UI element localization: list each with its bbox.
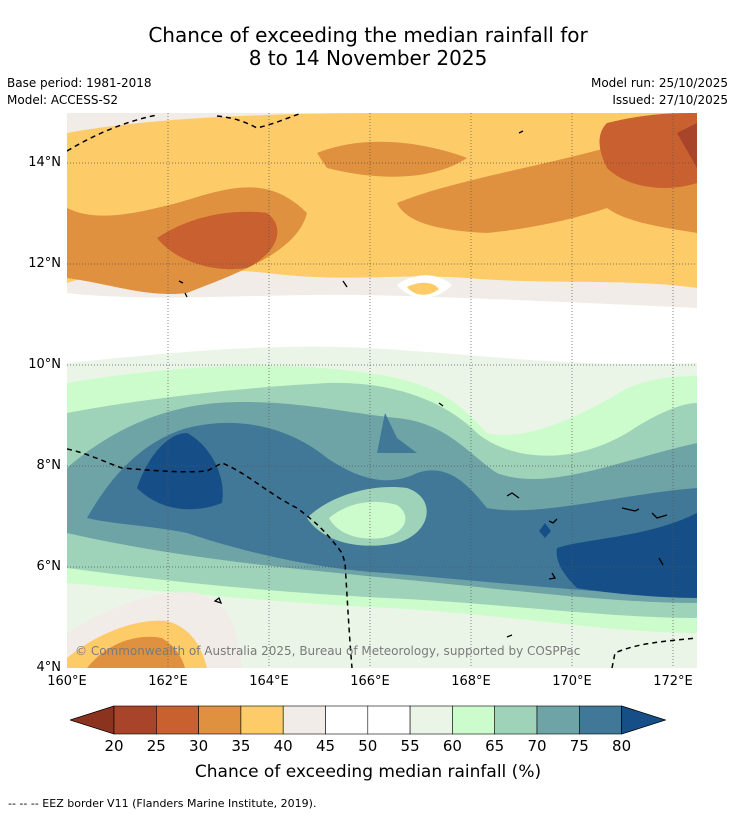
colorbar-tick-label: 30 xyxy=(189,737,209,755)
map-title-line2: 8 to 14 November 2025 xyxy=(248,46,488,70)
eez-footnote: -- -- -- EEZ border V11 (Flanders Marine… xyxy=(8,797,317,810)
band-80-east xyxy=(556,513,697,598)
colorbar-tick-label: 45 xyxy=(315,737,336,755)
colorbar-tick-label: 40 xyxy=(273,737,293,755)
hole-60 xyxy=(329,501,406,539)
colorbar-tick-label: 60 xyxy=(442,737,462,755)
colorbar-segment xyxy=(367,705,411,735)
band-30-mid xyxy=(317,141,467,177)
rainfall-map: © Commonwealth of Australia 2025, Bureau… xyxy=(67,113,697,668)
colorbar-segment xyxy=(325,705,369,735)
band-25-east xyxy=(599,113,697,188)
colorbar-segment xyxy=(198,705,242,735)
lat-label-14n: 14°N xyxy=(28,155,61,170)
colorbar xyxy=(70,705,666,735)
model-run: Model run: 25/10/2025 xyxy=(590,76,728,90)
colorbar-segments xyxy=(70,705,666,735)
colorbar-tick-label: 75 xyxy=(569,737,589,755)
colorbar-segment xyxy=(240,705,284,735)
lat-label-10n: 10°N xyxy=(28,357,61,372)
colorbar-low-extend xyxy=(70,705,115,735)
colorbar-tick-label: 35 xyxy=(231,737,251,755)
graticule xyxy=(67,113,697,668)
base-period: Base period: 1981-2018 xyxy=(7,76,152,90)
colorbar-segment xyxy=(409,705,453,735)
colorbar-tick-label: 25 xyxy=(146,737,166,755)
lat-label-4n: 4°N xyxy=(36,660,62,675)
colorbar-tick-label: 20 xyxy=(104,737,124,755)
lon-label-170e: 170°E xyxy=(552,674,592,689)
lon-label-168e: 168°E xyxy=(451,674,491,689)
meta-left: Base period: 1981-2018 Model: ACCESS-S2 xyxy=(7,75,152,109)
colorbar-segment xyxy=(156,705,199,735)
copyright-text: © Commonwealth of Australia 2025, Bureau… xyxy=(75,644,581,658)
colorbar-segment xyxy=(494,705,538,735)
sw-30 xyxy=(87,636,185,668)
colorbar-segment xyxy=(282,705,326,735)
band-20-east xyxy=(677,123,697,168)
colorbar-segment xyxy=(452,705,495,735)
band-80-dot xyxy=(539,523,551,538)
lat-label-8n: 8°N xyxy=(36,458,62,473)
islands xyxy=(178,130,668,638)
colorbar-segment xyxy=(113,705,157,735)
colorbar-segment xyxy=(536,705,580,735)
colorbar-segment xyxy=(578,705,622,735)
lat-label-12n: 12°N xyxy=(28,256,61,271)
colorbar-title: Chance of exceeding median rainfall (%) xyxy=(194,762,542,782)
band-75-spike xyxy=(377,413,417,453)
lon-label-164e: 164°E xyxy=(249,674,289,689)
meta-right: Model run: 25/10/2025 Issued: 27/10/2025 xyxy=(591,75,728,109)
issued-date: Issued: 27/10/2025 xyxy=(612,93,728,107)
map-title-line1: Chance of exceeding the median rainfall … xyxy=(148,23,588,47)
band-25-west xyxy=(157,211,278,270)
lat-label-6n: 6°N xyxy=(36,559,62,574)
island-35 xyxy=(407,282,439,295)
eez-borders xyxy=(67,113,697,668)
colorbar-tick-label: 50 xyxy=(358,737,378,755)
lon-label-160e: 160°E xyxy=(47,674,87,689)
band-30-east xyxy=(397,113,697,233)
colorbar-high-extend xyxy=(621,705,666,735)
lon-label-166e: 166°E xyxy=(350,674,390,689)
colorbar-tick-label: 70 xyxy=(527,737,547,755)
colorbar-tick-label: 55 xyxy=(400,737,420,755)
colorbar-tick-label: 65 xyxy=(485,737,505,755)
colorbar-tick-label: 80 xyxy=(612,737,632,755)
model-name: Model: ACCESS-S2 xyxy=(7,93,119,107)
lon-label-172e: 172°E xyxy=(653,674,693,689)
lon-label-162e: 162°E xyxy=(148,674,188,689)
band-80-west xyxy=(137,433,223,510)
map-canvas: © Commonwealth of Australia 2025, Bureau… xyxy=(67,113,697,668)
